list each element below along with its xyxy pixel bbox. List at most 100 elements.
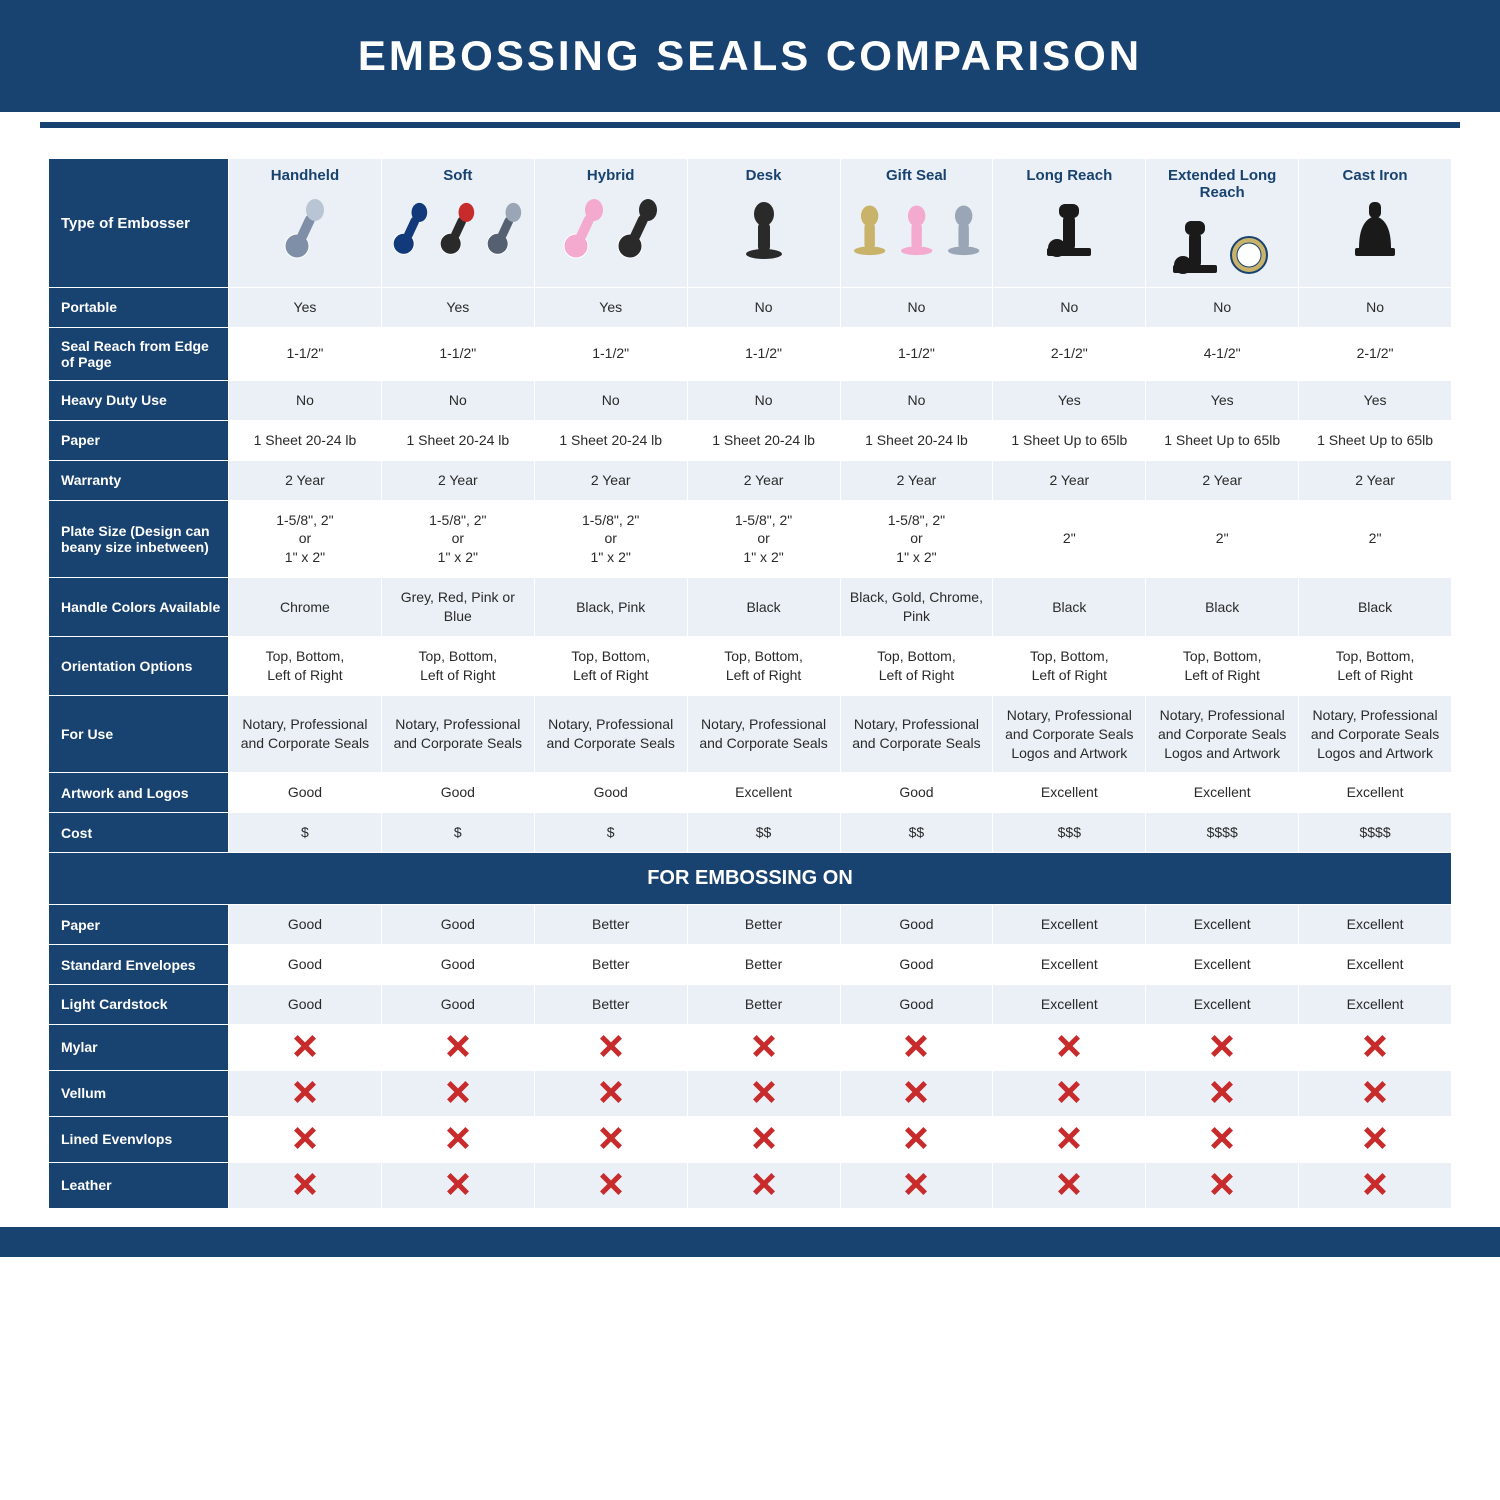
table-cell <box>534 1024 687 1070</box>
table-cell <box>229 1024 382 1070</box>
cross-icon <box>753 1173 775 1195</box>
table-cell: 1-5/8", 2"or1" x 2" <box>381 500 534 578</box>
table-row: Lined Evenvlops <box>49 1116 1452 1162</box>
cell-text: No <box>1366 299 1384 315</box>
cross-icon <box>1058 1035 1080 1057</box>
table-cell: Excellent <box>993 945 1146 985</box>
table-cell: 1 Sheet 20-24 lb <box>381 420 534 460</box>
cell-text: Top, Bottom,Left of Right <box>877 648 956 683</box>
row-label: Portable <box>49 288 229 328</box>
table-cell <box>229 1070 382 1116</box>
cross-icon <box>753 1035 775 1057</box>
table-cell <box>1299 1024 1452 1070</box>
row-label: Paper <box>49 905 229 945</box>
cell-text: No <box>1213 299 1231 315</box>
table-cell: Excellent <box>1146 905 1299 945</box>
embosser-image-group <box>847 190 987 260</box>
table-cell: Top, Bottom,Left of Right <box>840 637 993 696</box>
table-cell: Good <box>381 985 534 1025</box>
table-cell: 1 Sheet 20-24 lb <box>687 420 840 460</box>
table-cell <box>534 1070 687 1116</box>
table-cell: Excellent <box>993 985 1146 1025</box>
table-cell <box>1299 1070 1452 1116</box>
column-header: Handheld <box>229 159 382 288</box>
table-cell: Notary, Professional and Corporate Seals <box>381 695 534 773</box>
table-cell: $$$$ <box>1146 813 1299 853</box>
cell-text: 1-1/2" <box>592 345 629 361</box>
comparison-table: Type of Embosser Handheld Soft Hybrid De… <box>48 158 1452 1209</box>
section-header-cell: FOR EMBOSSING ON <box>49 853 1452 905</box>
cell-text: Better <box>745 916 782 932</box>
table-cell: Excellent <box>1299 905 1452 945</box>
table-cell <box>229 1162 382 1208</box>
table-cell <box>381 1024 534 1070</box>
column-label: Hybrid <box>541 167 681 184</box>
table-cell: Better <box>687 985 840 1025</box>
footer-bar <box>0 1227 1500 1257</box>
table-cell: Yes <box>229 288 382 328</box>
comparison-table-wrap: Type of Embosser Handheld Soft Hybrid De… <box>0 128 1500 1209</box>
cross-icon <box>1211 1127 1233 1149</box>
column-header: Desk <box>687 159 840 288</box>
table-cell: No <box>1146 288 1299 328</box>
table-row: Seal Reach from Edge of Page1-1/2"1-1/2"… <box>49 327 1452 380</box>
table-cell: Good <box>381 945 534 985</box>
cell-text: Chrome <box>280 599 330 615</box>
table-cell: Notary, Professional and Corporate Seals <box>534 695 687 773</box>
cell-text: Notary, Professional and Corporate Seals… <box>1005 707 1133 761</box>
cross-icon <box>447 1127 469 1149</box>
cell-text: Top, Bottom,Left of Right <box>1336 648 1415 683</box>
cell-text: Notary, Professional and Corporate Seals <box>852 716 980 751</box>
cross-icon <box>600 1173 622 1195</box>
table-row: Standard EnvelopesGoodGoodBetterBetterGo… <box>49 945 1452 985</box>
table-cell: 1-1/2" <box>534 327 687 380</box>
cell-text: $ <box>301 824 309 840</box>
row-label: Heavy Duty Use <box>49 380 229 420</box>
row-label: Vellum <box>49 1070 229 1116</box>
cell-text: Notary, Professional and Corporate Seals… <box>1158 707 1286 761</box>
cell-text: Black <box>1358 599 1392 615</box>
cell-text: $ <box>607 824 615 840</box>
table-cell: Top, Bottom,Left of Right <box>993 637 1146 696</box>
cell-text: 2-1/2" <box>1051 345 1088 361</box>
table-cell <box>1146 1116 1299 1162</box>
cell-text: 4-1/2" <box>1204 345 1241 361</box>
embosser-image-group <box>694 190 834 260</box>
table-cell: 1-5/8", 2"or1" x 2" <box>229 500 382 578</box>
table-cell: Top, Bottom,Left of Right <box>381 637 534 696</box>
cross-icon <box>1211 1035 1233 1057</box>
cell-text: $$$ <box>1058 824 1081 840</box>
table-cell: 2 Year <box>381 460 534 500</box>
cell-text: Better <box>745 996 782 1012</box>
table-row: Heavy Duty UseNoNoNoNoNoYesYesYes <box>49 380 1452 420</box>
cross-icon <box>1058 1173 1080 1195</box>
table-cell: 2" <box>1146 500 1299 578</box>
table-cell: Yes <box>534 288 687 328</box>
cell-text: Good <box>899 916 933 932</box>
table-cell: Better <box>687 945 840 985</box>
table-cell: Black <box>1299 578 1452 637</box>
table-cell <box>381 1116 534 1162</box>
cell-text: Good <box>441 996 475 1012</box>
table-cell: Top, Bottom,Left of Right <box>687 637 840 696</box>
row-label: Warranty <box>49 460 229 500</box>
cell-text: No <box>755 299 773 315</box>
table-cell: $ <box>381 813 534 853</box>
cell-text: Better <box>592 956 629 972</box>
cell-text: 1-1/2" <box>439 345 476 361</box>
column-label: Handheld <box>235 167 375 184</box>
table-cell: Good <box>229 985 382 1025</box>
page-title: EMBOSSING SEALS COMPARISON <box>0 0 1500 112</box>
table-cell: 2" <box>993 500 1146 578</box>
row-label: Artwork and Logos <box>49 773 229 813</box>
embosser-icon <box>558 198 610 260</box>
cell-text: Yes <box>599 299 622 315</box>
table-cell: Black, Gold, Chrome, Pink <box>840 578 993 637</box>
cell-text: 1 Sheet 20-24 lb <box>559 432 662 448</box>
table-row: Plate Size (Design can beany size inbetw… <box>49 500 1452 578</box>
table-cell: Good <box>229 945 382 985</box>
table-cell <box>993 1070 1146 1116</box>
embosser-icon <box>279 198 331 260</box>
table-cell: No <box>840 380 993 420</box>
cell-text: No <box>1060 299 1078 315</box>
